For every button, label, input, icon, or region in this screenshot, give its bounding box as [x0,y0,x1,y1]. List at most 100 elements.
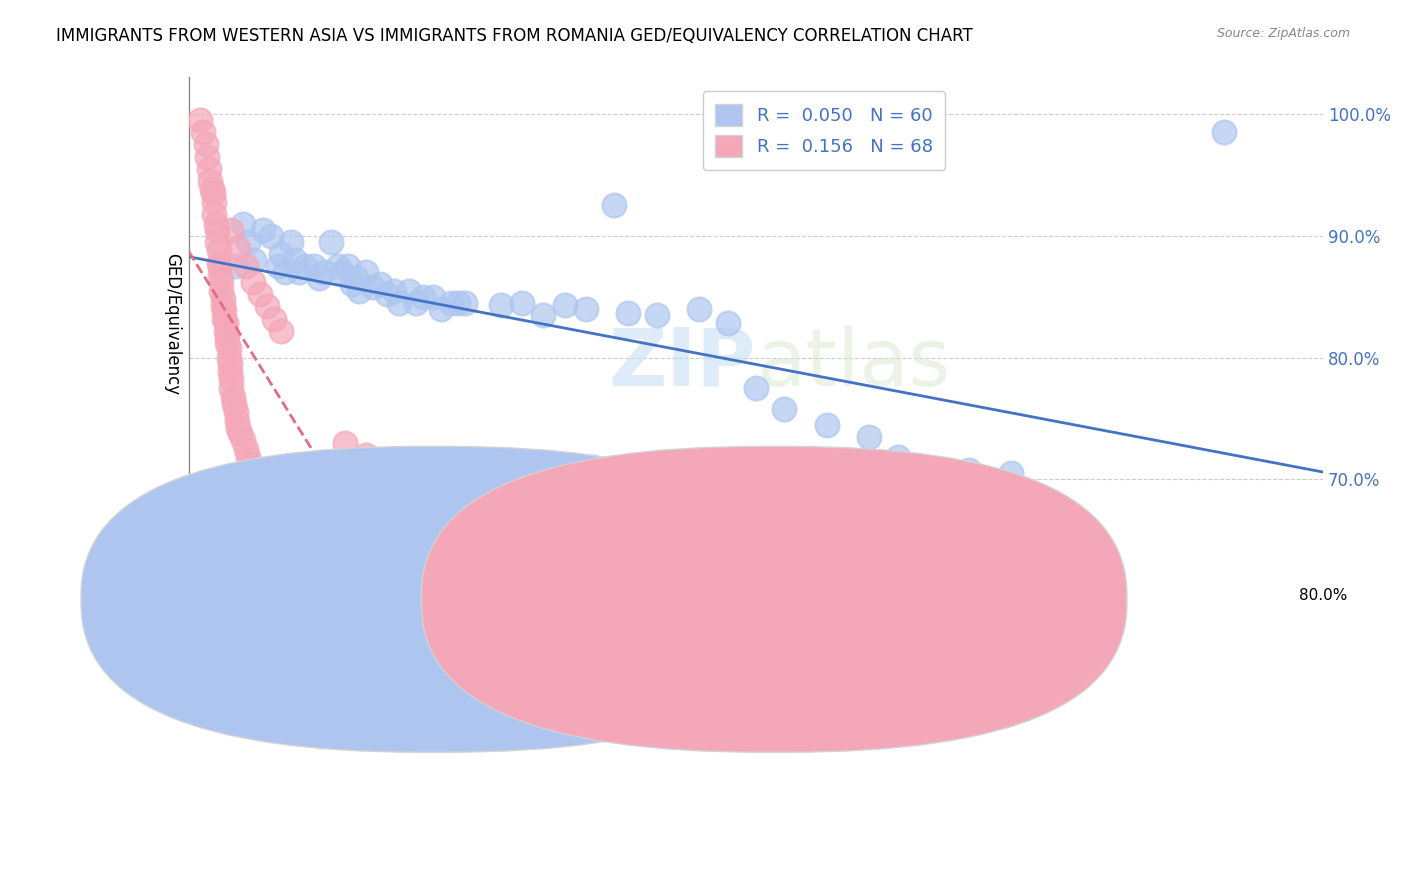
Point [336,259,359,273]
Point [1212,125,1234,139]
Point [217,335,239,350]
Point [243,253,266,268]
Point [200,182,222,196]
Point [226,414,249,428]
Point [284,531,307,545]
Point [340,277,363,292]
Point [229,426,252,441]
Point [215,324,238,338]
Point [344,271,367,285]
Point [224,397,246,411]
Point [221,222,243,236]
Point [188,113,211,128]
Point [915,460,938,475]
Text: Source: ZipAtlas.com: Source: ZipAtlas.com [1216,27,1350,40]
Point [214,311,236,326]
Point [422,290,444,304]
Point [209,284,232,298]
Point [252,222,274,236]
Point [228,421,250,435]
Point [312,548,335,562]
Point [263,311,285,326]
Text: ZIP: ZIP [609,325,756,402]
Point [274,265,297,279]
Point [208,259,231,273]
Point [294,259,316,273]
Point [191,125,214,139]
Point [270,324,292,338]
Point [430,301,453,316]
Point [218,341,240,355]
Point [645,308,668,322]
Point [454,295,477,310]
Point [575,301,598,316]
Point [489,298,512,312]
Point [214,304,236,318]
Point [308,271,330,285]
Point [218,351,240,365]
Point [398,284,420,298]
Legend: R =  0.050   N = 60, R =  0.156   N = 68: R = 0.050 N = 60, R = 0.156 N = 68 [703,91,945,169]
Point [228,241,250,255]
Point [398,475,420,489]
Point [638,478,661,492]
Point [531,308,554,322]
Point [225,259,247,273]
Point [219,357,242,371]
Point [207,255,229,269]
Point [405,295,427,310]
Point [582,460,605,475]
Point [260,503,283,517]
Point [249,287,271,301]
Point [194,137,217,152]
Point [204,217,226,231]
Point [361,280,384,294]
Point [312,265,335,279]
Point [209,275,232,289]
Point [412,290,434,304]
Y-axis label: GED/Equivalency: GED/Equivalency [163,253,181,395]
Point [208,268,231,282]
Point [375,462,398,476]
Point [274,521,297,535]
Point [205,222,228,236]
Point [217,328,239,343]
Point [270,247,292,261]
Point [221,372,243,386]
Point [202,194,225,209]
Point [280,235,302,249]
Point [222,390,245,404]
Point [246,470,269,484]
Point [232,434,254,448]
Point [207,244,229,258]
Point [211,300,233,314]
Point [198,174,221,188]
Point [1000,467,1022,481]
Point [215,317,238,331]
Point [354,265,377,279]
Point [249,478,271,492]
Point [957,462,980,476]
Point [617,305,640,319]
Point [447,515,470,529]
Point [375,287,398,301]
Point [475,517,498,532]
Point [252,487,274,501]
Text: Immigrants from Western Asia: Immigrants from Western Asia [470,598,702,613]
Point [242,275,264,289]
FancyBboxPatch shape [82,446,786,752]
Point [384,284,406,298]
Point [288,265,311,279]
Point [243,462,266,476]
FancyBboxPatch shape [422,446,1126,752]
Point [368,277,391,292]
Point [232,217,254,231]
Point [219,365,242,379]
Point [266,511,288,525]
Point [815,417,838,432]
Point [201,186,224,201]
Point [333,435,356,450]
Text: IMMIGRANTS FROM WESTERN ASIA VS IMMIGRANTS FROM ROMANIA GED/EQUIVALENCY CORRELAT: IMMIGRANTS FROM WESTERN ASIA VS IMMIGRAN… [56,27,973,45]
Point [240,458,263,472]
Point [235,259,257,273]
